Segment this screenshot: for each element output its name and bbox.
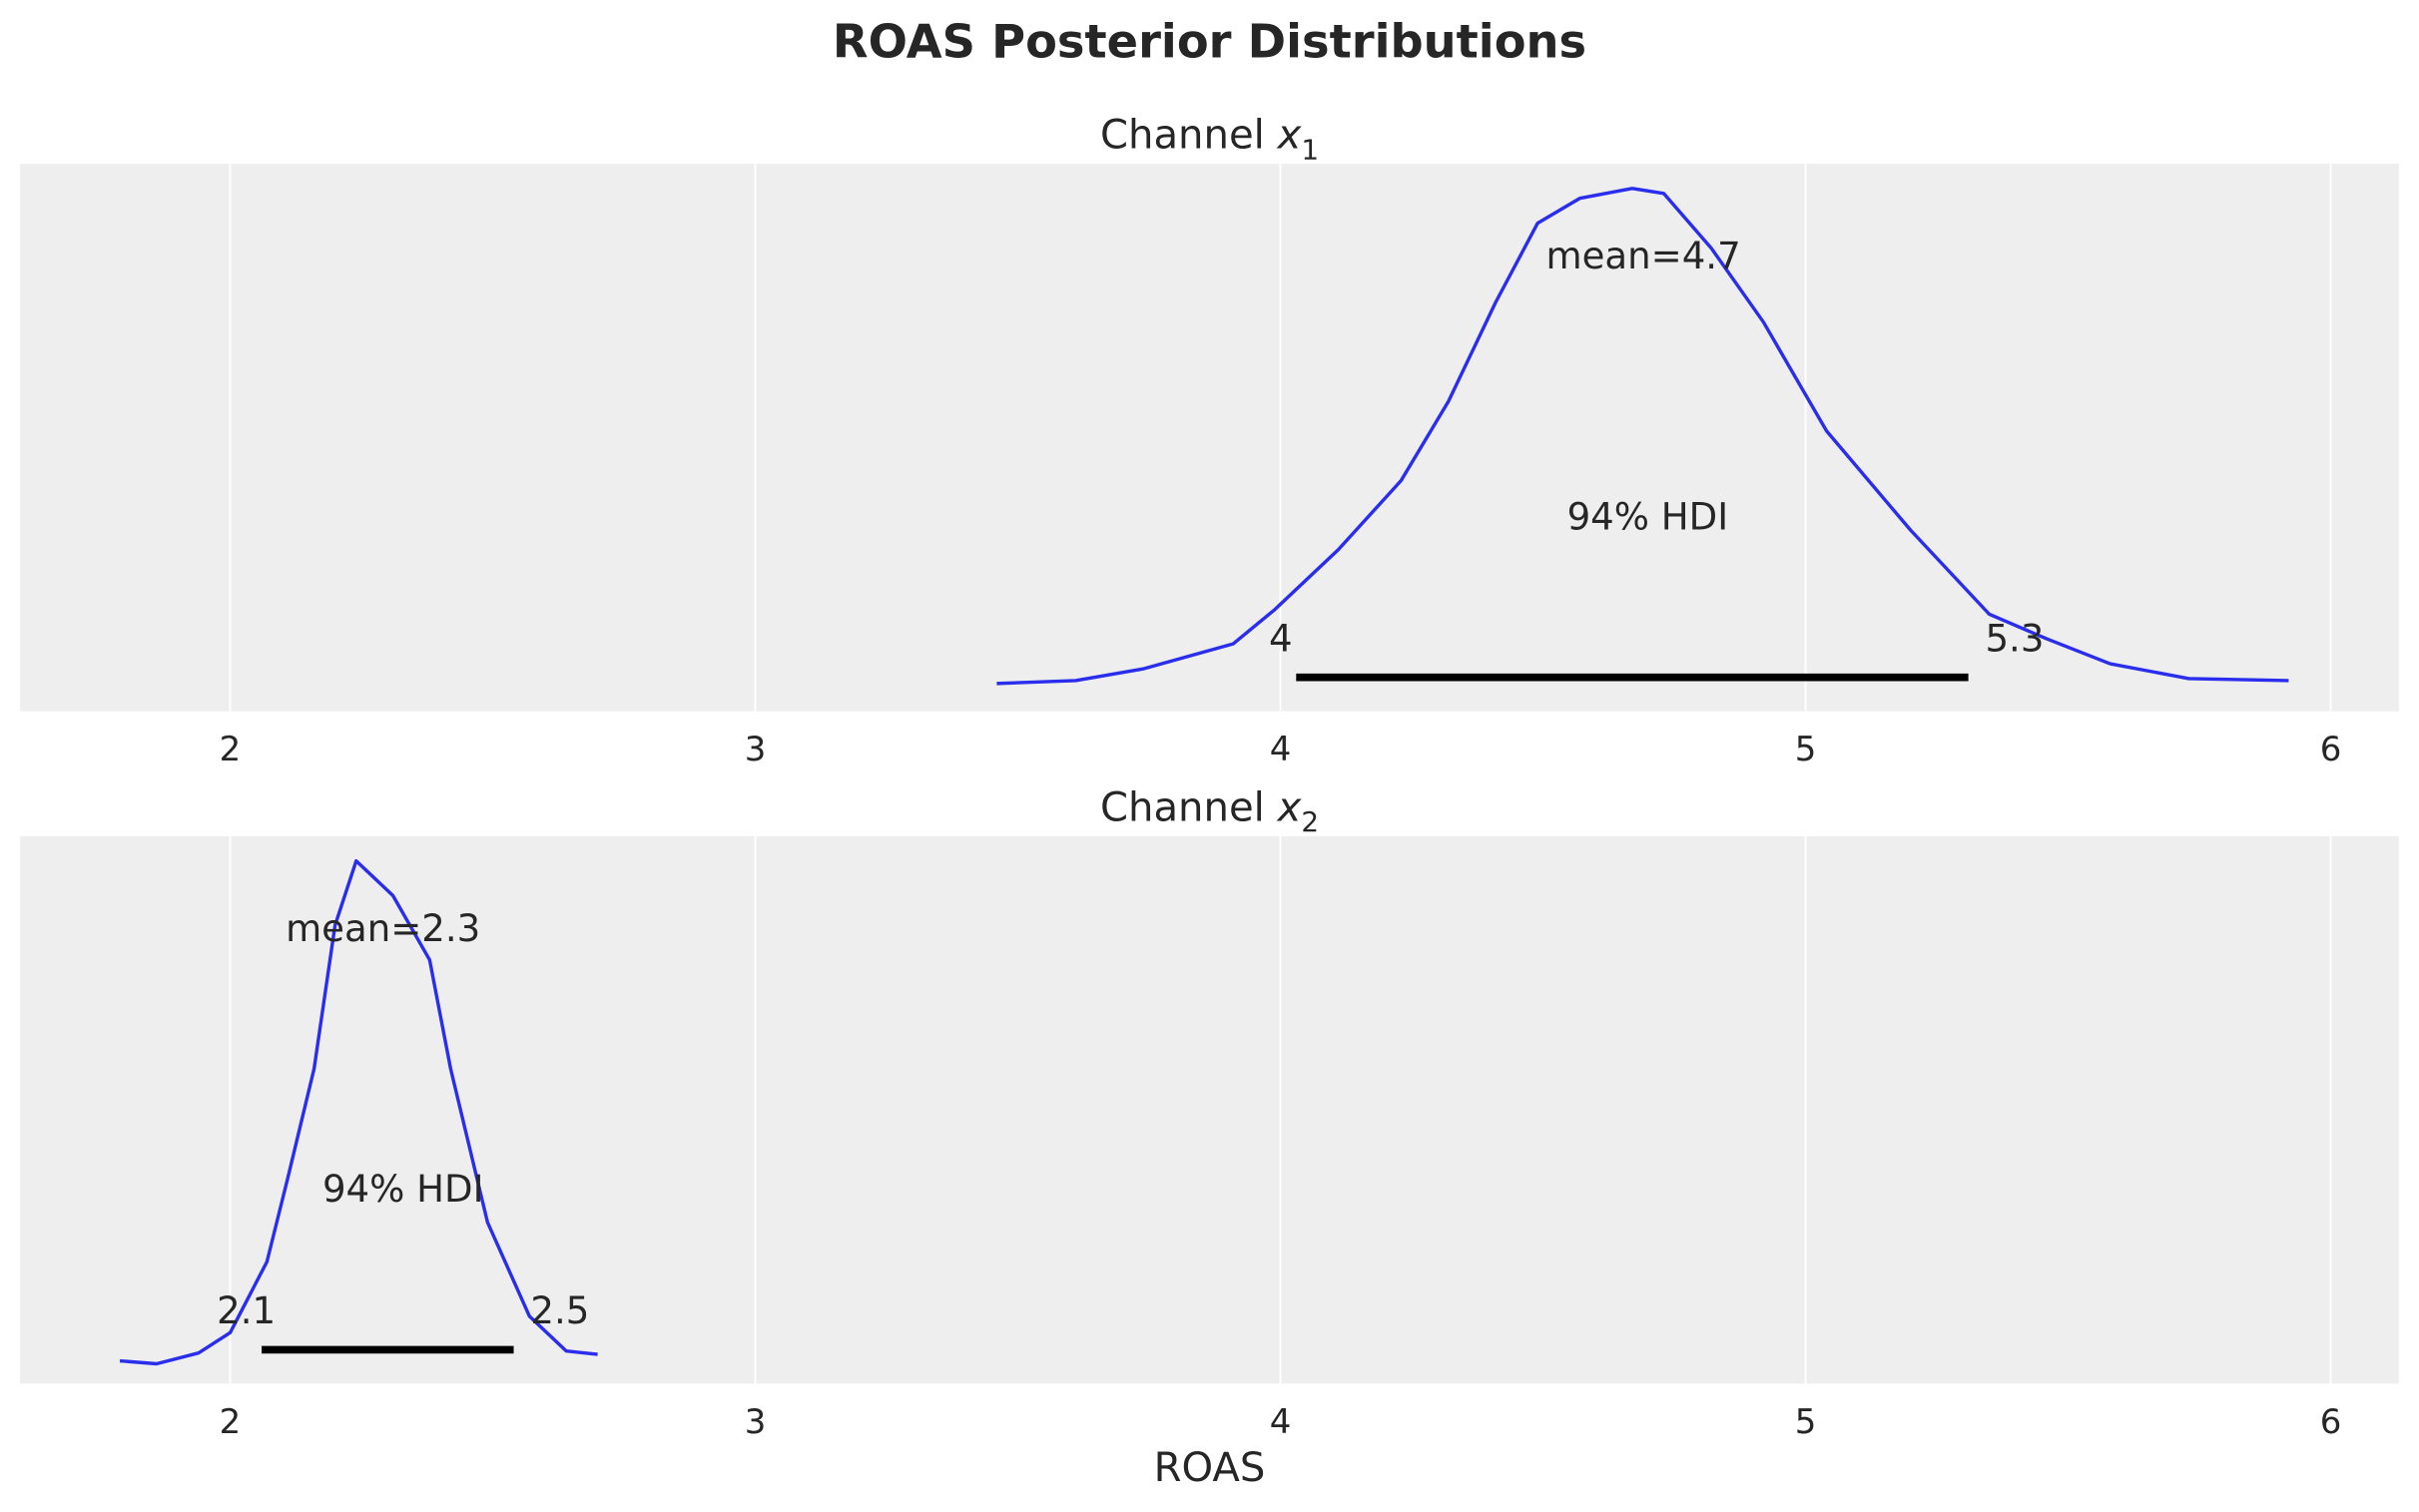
mean-label: mean=2.3 [286, 907, 480, 950]
x-axis-label: ROAS [1154, 1445, 1266, 1491]
hdi-label: 94% HDI [322, 1168, 484, 1211]
x-tick-label: 3 [745, 1402, 767, 1442]
panel-title-prefix: Channel [1100, 784, 1278, 830]
panel-title: Channel x1 [1100, 113, 1319, 167]
x-tick-label: 4 [1270, 1402, 1292, 1442]
hdi-high-label: 2.5 [530, 1289, 589, 1332]
density-line [119, 858, 598, 1366]
x-tick-label: 6 [2320, 730, 2342, 769]
panel-title-sub: 1 [1301, 133, 1319, 166]
x-tick-label: 2 [220, 1402, 242, 1442]
hdi-label: 94% HDI [1567, 495, 1729, 538]
panel-1: Channel x1 2 3 4 5 6 4 5.3 94% HDI mean=4.7 [20, 113, 2399, 769]
x-tick-label: 5 [1795, 1402, 1817, 1442]
x-tick-label: 6 [2320, 1402, 2342, 1442]
panel-title-var: x [1276, 784, 1303, 830]
panel-title-var: x [1276, 113, 1303, 159]
panel-title: Channel x2 [1100, 784, 1319, 838]
density-line [996, 187, 2289, 686]
panel-title-sub: 2 [1301, 805, 1319, 838]
x-tick-label: 2 [220, 730, 242, 769]
panel-title-prefix: Channel [1100, 113, 1278, 159]
hdi-low-label: 4 [1269, 617, 1293, 660]
hdi-high-label: 5.3 [1985, 617, 2044, 660]
mean-label: mean=4.7 [1545, 235, 1740, 277]
hdi-low-label: 2.1 [217, 1289, 276, 1332]
x-tick-label: 3 [745, 730, 767, 769]
x-tick-label: 4 [1270, 730, 1292, 769]
chart-title: ROAS Posterior Distributions [833, 14, 1586, 68]
plot-background [20, 835, 2399, 1384]
x-tick-label: 5 [1795, 730, 1817, 769]
